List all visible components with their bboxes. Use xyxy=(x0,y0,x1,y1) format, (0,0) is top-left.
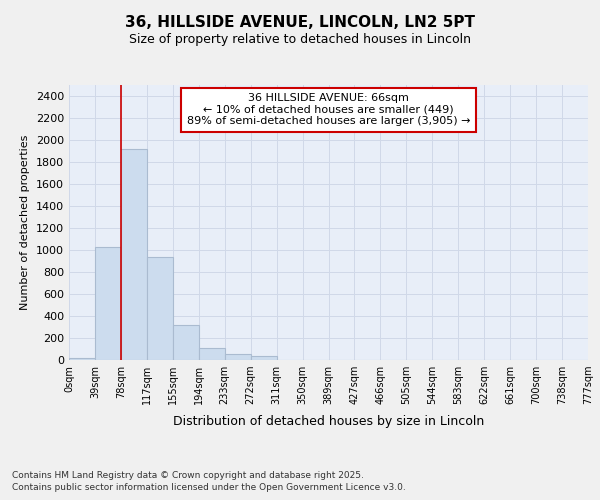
Bar xyxy=(69,358,95,360)
Bar xyxy=(173,325,199,360)
Bar xyxy=(251,356,277,360)
Text: 36, HILLSIDE AVENUE, LINCOLN, LN2 5PT: 36, HILLSIDE AVENUE, LINCOLN, LN2 5PT xyxy=(125,15,475,30)
X-axis label: Distribution of detached houses by size in Lincoln: Distribution of detached houses by size … xyxy=(173,416,484,428)
Text: Size of property relative to detached houses in Lincoln: Size of property relative to detached ho… xyxy=(129,32,471,46)
Bar xyxy=(95,246,121,360)
Y-axis label: Number of detached properties: Number of detached properties xyxy=(20,135,31,310)
Text: Contains public sector information licensed under the Open Government Licence v3: Contains public sector information licen… xyxy=(12,484,406,492)
Text: 36 HILLSIDE AVENUE: 66sqm
← 10% of detached houses are smaller (449)
89% of semi: 36 HILLSIDE AVENUE: 66sqm ← 10% of detac… xyxy=(187,93,470,126)
Bar xyxy=(121,149,147,360)
Text: Contains HM Land Registry data © Crown copyright and database right 2025.: Contains HM Land Registry data © Crown c… xyxy=(12,471,364,480)
Bar xyxy=(225,354,251,360)
Bar xyxy=(147,256,173,360)
Bar xyxy=(199,348,224,360)
